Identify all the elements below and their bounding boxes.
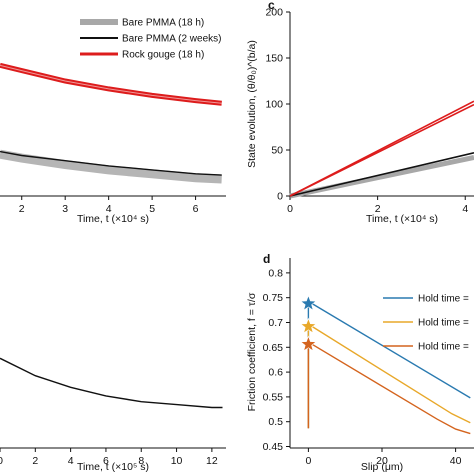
x-tick-label: 0 <box>305 455 311 467</box>
series-line <box>289 152 474 197</box>
y-tick-label: 0.7 <box>268 317 283 329</box>
x-tick-label: 20 <box>376 455 388 467</box>
series-line <box>289 100 474 197</box>
y-tick-label: 0.8 <box>268 267 283 279</box>
x-tick-label: 10 <box>171 455 183 467</box>
legend-label: Hold time = <box>418 342 469 353</box>
y-tick-label: 0.55 <box>263 391 284 403</box>
x-tick-label: 2 <box>32 455 38 467</box>
y-tick-label: 0.5 <box>268 416 283 428</box>
x-axis-label: Time, t (×10⁴ s) <box>366 213 438 225</box>
x-tick-label: 2 <box>19 203 25 215</box>
x-tick-label: 0 <box>0 455 3 467</box>
x-tick-label: 6 <box>103 455 109 467</box>
legend-label: Bare PMMA (2 weeks) <box>122 34 221 45</box>
x-tick-label: 8 <box>138 455 144 467</box>
x-tick-label: 6 <box>193 203 199 215</box>
legend-label: Hold time = <box>418 318 469 329</box>
peak-star-marker <box>299 317 317 334</box>
peak-star-marker <box>299 294 317 311</box>
x-tick-label: 4 <box>68 455 74 467</box>
series-line <box>0 62 222 106</box>
x-axis-label: Time, t (×10⁵ s) <box>77 461 149 473</box>
series-highlight <box>0 64 222 104</box>
x-tick-label: 40 <box>450 455 462 467</box>
x-tick-label: 5 <box>149 203 155 215</box>
y-tick-label: 0.75 <box>263 292 284 304</box>
legend-label: Hold time = <box>418 294 469 305</box>
series-line <box>307 343 471 435</box>
y-axis-label: State evolution, (θ/θ₀)^(b/a) <box>246 40 258 168</box>
y-tick-label: 0.65 <box>263 342 284 354</box>
y-tick-label: 50 <box>271 145 283 157</box>
legend-label: Bare PMMA (18 h) <box>122 18 204 29</box>
x-tick-label: 3 <box>62 203 68 215</box>
legend-label: Rock gouge (18 h) <box>122 50 204 61</box>
y-tick-label: 0 <box>277 191 283 203</box>
panel-label: c <box>268 0 275 12</box>
y-tick-label: 150 <box>265 53 283 65</box>
x-tick-label: 12 <box>206 455 218 467</box>
x-tick-label: 4 <box>462 203 468 215</box>
x-axis-label: Time, t (×10⁴ s) <box>77 213 149 225</box>
series-line <box>0 150 222 176</box>
y-tick-label: 0.6 <box>268 367 283 379</box>
y-axis-label: Friction coefficient, f = τ/σ <box>246 292 258 411</box>
y-tick-label: 0.45 <box>263 441 284 453</box>
x-tick-label: 4 <box>106 203 112 215</box>
x-tick-label: 0 <box>287 203 293 215</box>
panel-label: d <box>263 252 270 266</box>
y-tick-label: 200 <box>265 7 283 19</box>
peak-star-marker <box>299 335 317 352</box>
x-axis-label: Slip (μm) <box>361 461 403 473</box>
series-band <box>0 149 222 184</box>
y-tick-label: 100 <box>265 99 283 111</box>
series-line <box>0 357 223 409</box>
x-tick-label: 2 <box>375 203 381 215</box>
